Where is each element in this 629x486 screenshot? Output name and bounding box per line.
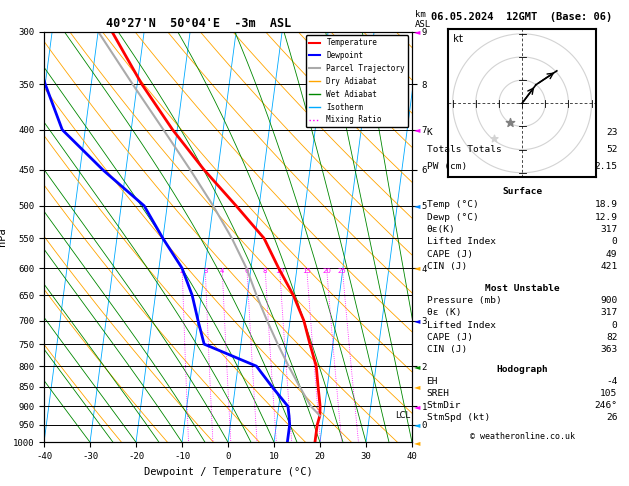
Text: 49: 49 — [606, 250, 618, 259]
Text: CIN (J): CIN (J) — [426, 345, 467, 354]
Text: 2.15: 2.15 — [594, 162, 618, 172]
Text: km
ASL: km ASL — [415, 10, 431, 29]
Text: ◄: ◄ — [414, 201, 420, 210]
Text: θε(K): θε(K) — [426, 225, 455, 234]
Text: ◄: ◄ — [414, 402, 420, 411]
Text: kt: kt — [452, 34, 464, 44]
Text: StmSpd (kt): StmSpd (kt) — [426, 414, 490, 422]
Text: 4: 4 — [220, 268, 225, 274]
Text: StmDir: StmDir — [426, 401, 461, 410]
Text: Temp (°C): Temp (°C) — [426, 200, 478, 209]
Text: Most Unstable: Most Unstable — [485, 284, 559, 293]
Text: PW (cm): PW (cm) — [426, 162, 467, 172]
Text: 246°: 246° — [594, 401, 618, 410]
Text: Lifted Index: Lifted Index — [426, 321, 496, 330]
Text: 82: 82 — [606, 333, 618, 342]
Text: 3: 3 — [203, 268, 208, 274]
Text: 25: 25 — [338, 268, 347, 274]
Text: Lifted Index: Lifted Index — [426, 237, 496, 246]
Text: 52: 52 — [606, 145, 618, 154]
Text: ◄: ◄ — [414, 382, 420, 391]
Text: 0: 0 — [612, 321, 618, 330]
Legend: Temperature, Dewpoint, Parcel Trajectory, Dry Adiabat, Wet Adiabat, Isotherm, Mi: Temperature, Dewpoint, Parcel Trajectory… — [306, 35, 408, 127]
Text: Hodograph: Hodograph — [496, 365, 548, 374]
Text: 8: 8 — [263, 268, 267, 274]
Text: ◄: ◄ — [414, 362, 420, 371]
Text: SREH: SREH — [426, 389, 450, 398]
Text: Dewp (°C): Dewp (°C) — [426, 212, 478, 222]
Text: ◄: ◄ — [414, 27, 420, 36]
Text: 12.9: 12.9 — [594, 212, 618, 222]
Text: 421: 421 — [600, 262, 618, 271]
Text: ◄: ◄ — [414, 438, 420, 447]
Text: 18.9: 18.9 — [594, 200, 618, 209]
Text: 6: 6 — [245, 268, 249, 274]
Text: 20: 20 — [322, 268, 331, 274]
Text: © weatheronline.co.uk: © weatheronline.co.uk — [470, 432, 574, 441]
Text: ◄: ◄ — [414, 263, 420, 273]
Text: 06.05.2024  12GMT  (Base: 06): 06.05.2024 12GMT (Base: 06) — [431, 12, 613, 22]
Text: 23: 23 — [606, 128, 618, 137]
Text: 363: 363 — [600, 345, 618, 354]
Text: CAPE (J): CAPE (J) — [426, 333, 472, 342]
Text: K: K — [426, 128, 432, 137]
Text: CAPE (J): CAPE (J) — [426, 250, 472, 259]
Text: 105: 105 — [600, 389, 618, 398]
Text: ◄: ◄ — [414, 316, 420, 325]
Text: 317: 317 — [600, 225, 618, 234]
Text: 317: 317 — [600, 308, 618, 317]
Text: 26: 26 — [606, 414, 618, 422]
Text: LCL: LCL — [396, 411, 411, 420]
X-axis label: Dewpoint / Temperature (°C): Dewpoint / Temperature (°C) — [143, 467, 313, 477]
Text: Pressure (mb): Pressure (mb) — [426, 296, 501, 305]
Text: Totals Totals: Totals Totals — [426, 145, 501, 154]
Text: CIN (J): CIN (J) — [426, 262, 467, 271]
Text: -4: -4 — [606, 377, 618, 386]
Text: θε (K): θε (K) — [426, 308, 461, 317]
Text: ◄: ◄ — [414, 420, 420, 429]
Y-axis label: hPa: hPa — [0, 227, 8, 246]
Text: ◄: ◄ — [414, 125, 420, 134]
Text: EH: EH — [426, 377, 438, 386]
Title: 40°27'N  50°04'E  -3m  ASL: 40°27'N 50°04'E -3m ASL — [106, 17, 291, 31]
Text: Surface: Surface — [502, 188, 542, 196]
Text: 0: 0 — [612, 237, 618, 246]
Text: 15: 15 — [303, 268, 311, 274]
Text: 10: 10 — [275, 268, 284, 274]
Text: 900: 900 — [600, 296, 618, 305]
Text: 2: 2 — [180, 268, 184, 274]
